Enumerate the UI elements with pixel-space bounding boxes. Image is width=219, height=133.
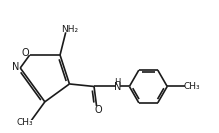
Text: CH₃: CH₃: [183, 82, 200, 91]
Text: N: N: [12, 62, 19, 72]
Text: H: H: [114, 78, 121, 87]
Text: O: O: [22, 48, 29, 59]
Text: N: N: [114, 82, 121, 92]
Text: O: O: [94, 105, 102, 115]
Text: NH₂: NH₂: [61, 25, 78, 34]
Text: CH₃: CH₃: [17, 118, 34, 127]
